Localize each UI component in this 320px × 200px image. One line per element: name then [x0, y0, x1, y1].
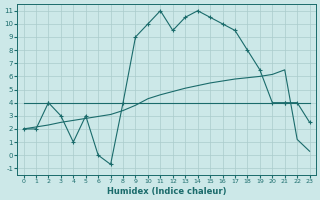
- X-axis label: Humidex (Indice chaleur): Humidex (Indice chaleur): [107, 187, 226, 196]
